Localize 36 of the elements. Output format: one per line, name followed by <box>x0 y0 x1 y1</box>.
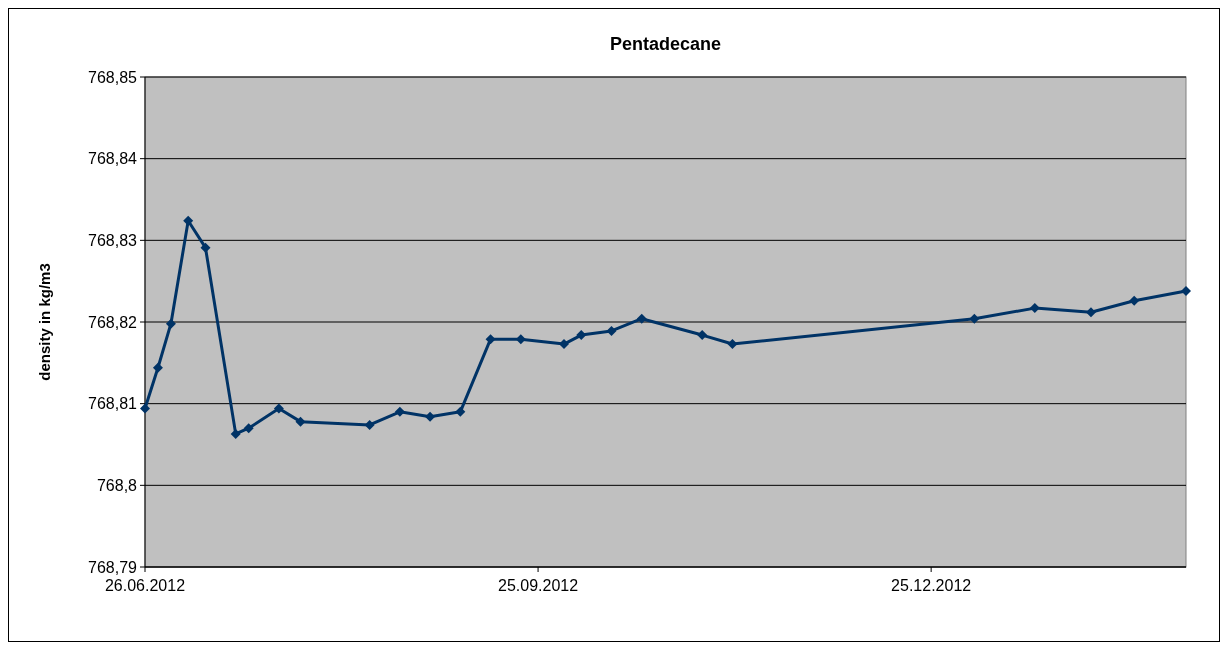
x-tick-label: 26.06.2012 <box>104 577 186 594</box>
point <box>295 416 306 427</box>
x-tick-label: 25.12.2012 <box>891 577 972 594</box>
point <box>165 318 176 329</box>
y-tick-label: 768,83 <box>88 231 138 249</box>
point <box>230 428 241 439</box>
point <box>183 215 194 226</box>
point <box>243 423 254 434</box>
point <box>140 403 150 414</box>
point <box>576 330 587 341</box>
point <box>606 325 617 336</box>
y-tick-label: 768,85 <box>88 68 138 86</box>
point <box>1029 303 1040 314</box>
y-tick-label: 768,79 <box>88 558 138 576</box>
point <box>697 330 708 341</box>
point <box>636 313 647 324</box>
point <box>455 406 466 417</box>
y-tick-label: 768,81 <box>88 395 138 413</box>
point <box>394 406 405 417</box>
chart-title: Pentadecane <box>609 34 722 54</box>
point <box>1085 307 1096 318</box>
x-tick-label: 25.09.2012 <box>498 577 579 594</box>
y-tick-label: 768,84 <box>88 150 138 168</box>
point <box>364 419 375 430</box>
point <box>969 313 980 324</box>
y-axis-title: density in kg/m3 <box>36 263 53 381</box>
point <box>273 403 284 414</box>
point <box>152 362 163 373</box>
point <box>1181 285 1191 296</box>
y-tick-label: 768,8 <box>96 476 138 494</box>
point <box>425 411 436 422</box>
point <box>1129 295 1140 306</box>
point <box>200 242 211 253</box>
point <box>485 334 496 345</box>
point <box>727 339 738 350</box>
y-tick-label: 768,82 <box>88 313 138 331</box>
